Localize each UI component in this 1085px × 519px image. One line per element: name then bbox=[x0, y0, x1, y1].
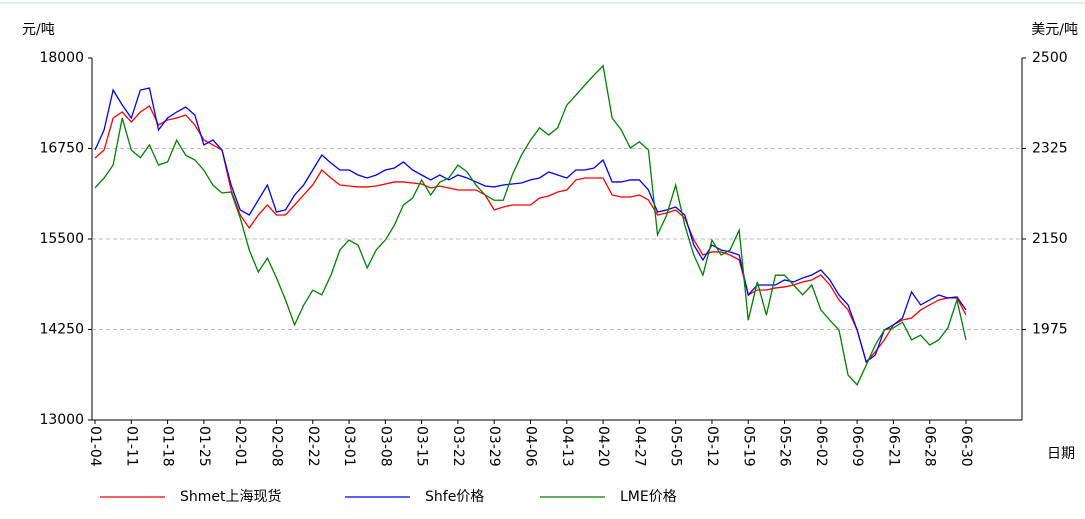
x-tick-label: 01-18 bbox=[160, 426, 176, 467]
legend-label: LME价格 bbox=[620, 489, 677, 505]
x-tick-label: 05-19 bbox=[740, 426, 756, 467]
x-tick-label: 01-25 bbox=[196, 426, 212, 467]
x-tick-label: 01-04 bbox=[87, 426, 103, 467]
y-tick-label: 13000 bbox=[39, 412, 84, 428]
y-tick-label: 14250 bbox=[39, 322, 84, 338]
x-tick-label: 05-05 bbox=[668, 426, 684, 467]
legend-label: Shfe价格 bbox=[425, 489, 484, 505]
x-tick-label: 03-08 bbox=[377, 426, 393, 467]
x-tick-label: 03-01 bbox=[341, 426, 357, 467]
y2-axis-label: 美元/吨 bbox=[1031, 22, 1078, 38]
x-tick-label: 06-09 bbox=[849, 426, 865, 467]
x-tick-label: 05-26 bbox=[777, 426, 793, 467]
y-tick-label: 16750 bbox=[39, 141, 84, 157]
x-tick-label: 03-15 bbox=[414, 426, 430, 467]
x-tick-label: 06-30 bbox=[958, 426, 974, 467]
series-line bbox=[94, 87, 967, 364]
x-tick-label: 02-22 bbox=[305, 426, 321, 467]
x-tick-label: 06-28 bbox=[922, 426, 938, 467]
x-tick-label: 01-11 bbox=[123, 426, 139, 467]
x-tick-label: 02-01 bbox=[232, 426, 248, 467]
x-tick-label: 04-13 bbox=[559, 426, 575, 467]
x-tick-label: 03-29 bbox=[486, 426, 502, 467]
y2-tick-label: 2500 bbox=[1032, 50, 1068, 66]
y2-tick-label: 2325 bbox=[1032, 141, 1068, 157]
x-tick-label: 06-21 bbox=[885, 426, 901, 467]
x-tick-label: 04-20 bbox=[595, 426, 611, 467]
y2-tick-label: 1975 bbox=[1032, 322, 1068, 338]
y-tick-label: 15500 bbox=[39, 231, 84, 247]
x-tick-label: 04-06 bbox=[523, 426, 539, 467]
x-tick-label: 04-27 bbox=[631, 426, 647, 467]
legend-label: Shmet上海现货 bbox=[180, 488, 282, 505]
series-line bbox=[94, 105, 967, 364]
x-tick-label: 06-02 bbox=[813, 426, 829, 467]
x-tick-label: 03-22 bbox=[450, 426, 466, 467]
series-line bbox=[94, 64, 967, 386]
y-tick-label: 18000 bbox=[39, 50, 84, 66]
y2-tick-label: 2150 bbox=[1032, 231, 1068, 247]
x-tick-label: 05-12 bbox=[704, 426, 720, 467]
x-axis-label: 日期 bbox=[1047, 446, 1075, 462]
x-tick-label: 02-08 bbox=[268, 426, 284, 467]
y-axis-label: 元/吨 bbox=[22, 22, 55, 38]
